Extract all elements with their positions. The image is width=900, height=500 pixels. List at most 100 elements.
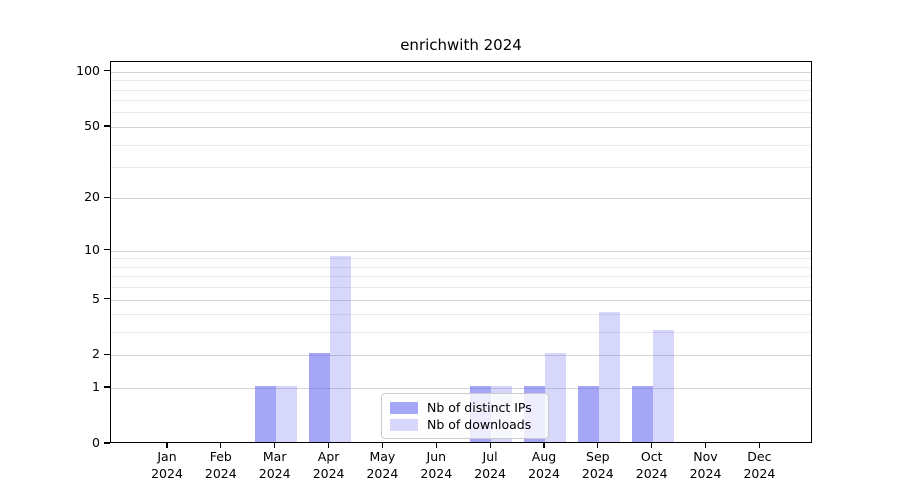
x-tick-label: Oct 2024 [624,448,680,482]
x-tick-month: Jun [426,449,447,464]
x-tick-year: 2024 [743,466,776,481]
y-tick-label: 10 [84,241,100,257]
gridline-minor [111,287,811,289]
x-tick-mark [435,443,437,448]
x-tick-year: 2024 [635,466,668,481]
x-tick-mark [220,443,222,448]
x-tick-year: 2024 [312,466,345,481]
gridline-minor [111,167,811,168]
legend-swatch [390,418,418,431]
bar-distinct-ips-sep [577,386,599,442]
bar-downloads-mar [275,386,297,442]
x-tick-label: Nov 2024 [678,448,734,482]
x-tick-month: Mar [262,449,287,464]
x-tick-mark [543,443,545,448]
gridline-major [111,198,811,200]
x-tick-year: 2024 [204,466,237,481]
x-tick-month: Dec [747,449,772,464]
y-tick-label: 1 [92,379,100,395]
gridline-minor [111,258,811,260]
x-tick-label: Sep 2024 [570,448,626,482]
x-tick-mark [327,443,330,448]
y-tick-mark [104,442,110,444]
legend-swatch [390,401,418,414]
gridline-minor [111,266,811,268]
bar-downloads-oct [652,330,674,442]
legend-row: Nb of distinct IPs [390,399,540,416]
bar-downloads-sep [598,312,620,442]
y-tick-mark [104,125,110,127]
x-tick-year: 2024 [151,466,183,481]
chart-title: enrichwith 2024 [400,36,522,54]
gridline-major [111,388,811,390]
gridline-major [111,355,811,357]
x-tick-mark [274,443,276,448]
x-tick-month: Apr [317,449,340,464]
bar-downloads-aug [544,353,566,442]
x-tick-month: May [369,449,396,464]
bar-downloads-apr [329,256,351,442]
gridline-major [111,126,811,128]
x-tick-mark [381,443,384,448]
x-tick-year: 2024 [689,466,722,481]
x-tick-month: Oct [640,449,663,464]
x-tick-mark [489,443,491,448]
x-tick-year: 2024 [474,466,506,481]
legend: Nb of distinct IPs Nb of downloads [381,393,549,439]
y-tick-mark [104,70,110,72]
y-tick-mark [104,297,110,300]
x-tick-label: Feb 2024 [193,448,249,482]
gridline-minor [111,100,811,102]
x-tick-month: Jul [482,449,498,464]
x-tick-year: 2024 [528,466,560,481]
legend-label: Nb of distinct IPs [427,400,532,415]
y-tick-label: 2 [92,346,100,362]
x-tick-year: 2024 [258,466,291,481]
x-tick-year: 2024 [420,466,453,481]
x-tick-mark [597,443,599,448]
x-tick-month: Feb [209,449,232,464]
legend-row: Nb of downloads [390,416,540,433]
x-tick-mark [704,443,707,448]
legend-label: Nb of downloads [427,417,532,432]
x-tick-month: Nov [693,449,718,464]
bar-distinct-ips-oct [631,386,653,442]
x-tick-mark [166,443,168,448]
y-tick-label: 100 [76,62,100,78]
x-tick-year: 2024 [366,466,399,481]
gridline-minor [111,144,811,146]
x-tick-year: 2024 [581,466,614,481]
x-tick-label: Jan 2024 [139,448,195,482]
x-tick-mark [758,443,760,448]
y-tick-label: 0 [92,435,100,450]
gridline-major [111,299,811,301]
x-tick-label: May 2024 [354,448,410,482]
gridline-major [111,71,811,73]
x-tick-mark [651,443,653,448]
plot-area: Nb of distinct IPs Nb of downloads [110,61,812,443]
gridline-minor [111,276,811,278]
y-tick-label: 20 [84,189,100,205]
y-tick-label: 50 [84,117,100,133]
x-tick-month: Aug [531,449,557,464]
bar-distinct-ips-mar [254,386,276,442]
x-tick-label: Aug 2024 [516,448,572,482]
y-tick-mark [104,353,110,356]
y-tick-mark [104,386,110,388]
bar-distinct-ips-apr [308,353,330,442]
gridline-minor [111,112,811,114]
x-tick-month: Sep [586,449,610,464]
x-tick-label: Jun 2024 [408,448,464,482]
gridline-major [111,250,811,252]
x-tick-month: Jan [157,449,177,464]
x-tick-label: Dec 2024 [731,448,787,482]
y-tick-label: 5 [92,290,100,306]
gridline-minor [111,80,811,82]
x-tick-label: Apr 2024 [301,448,357,482]
x-tick-label: Mar 2024 [247,448,303,482]
x-tick-label: Jul 2024 [462,448,518,482]
gridline-minor [111,332,811,334]
y-tick-mark [104,196,110,199]
gridline-minor [111,314,811,316]
